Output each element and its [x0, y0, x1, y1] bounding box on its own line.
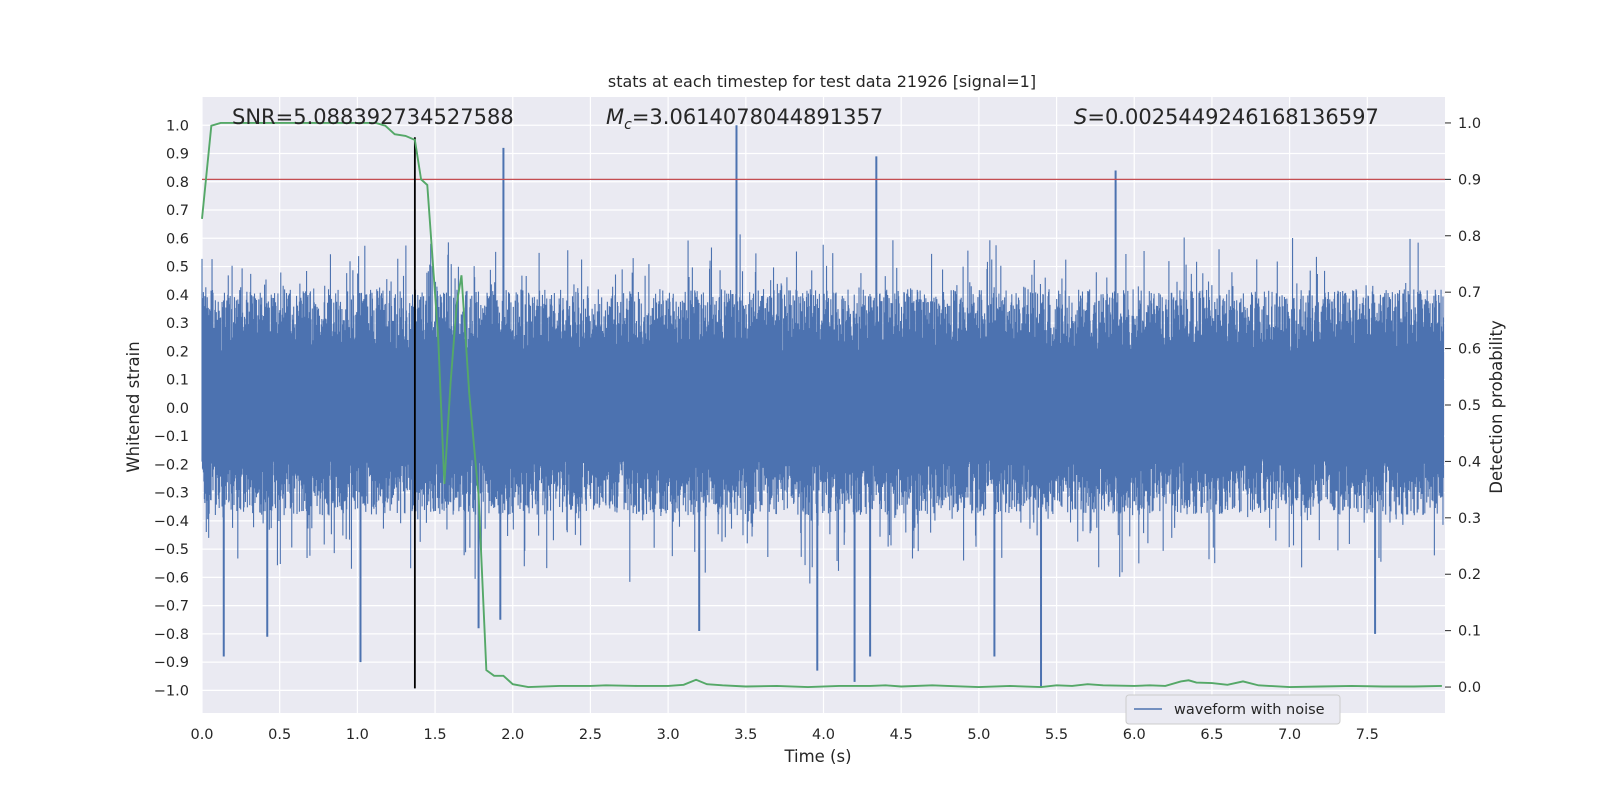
x-tick-label: 7.5 — [1356, 727, 1379, 743]
x-tick-label: 2.0 — [501, 727, 524, 743]
x-axis-ticks: 0.0 0.5 1.0 1.5 2.0 2.5 3.0 3.5 4.0 4.5 5.0 5.5 6.0 6… — [190, 727, 1378, 743]
x-axis-label: Time (s) — [783, 747, 851, 766]
y-left-tick-label: −0.8 — [154, 627, 189, 643]
y-left-tick-label: 0.6 — [166, 231, 189, 247]
y-left-tick-label: −1.0 — [154, 683, 189, 699]
x-tick-label: 3.0 — [657, 727, 680, 743]
y-left-tick-label: 0.8 — [166, 175, 189, 191]
y-left-tick-label: 0.9 — [166, 147, 189, 163]
y-right-tick-label: 0.9 — [1458, 172, 1481, 188]
x-tick-label: 1.5 — [424, 727, 447, 743]
x-tick-label: 7.0 — [1278, 727, 1301, 743]
y-left-tick-label: −0.7 — [154, 599, 189, 615]
y-left-tick-label: 0.4 — [166, 288, 189, 304]
waveform-line — [201, 234, 1444, 584]
probability-series — [201, 121, 1442, 689]
x-tick-label: 5.0 — [967, 727, 990, 743]
y-left-tick-label: 0.5 — [166, 260, 189, 276]
legend-box — [1125, 694, 1341, 725]
s-annotation: S=0.002544924616813659​7 — [1074, 105, 1379, 129]
chirp-mass-annotation: Mc=3.0614078044891357 — [606, 105, 883, 133]
y-right-tick-label: 1.0 — [1458, 116, 1481, 132]
y-left-tick-label: 0.3 — [166, 316, 189, 332]
chirp-mass-symbol: M — [606, 105, 624, 129]
y-left-tick-label: −0.9 — [154, 655, 189, 671]
y-left-tick-label: −0.3 — [154, 486, 189, 502]
x-tick-label: 5.5 — [1045, 727, 1068, 743]
y-left-tick-label: 0.2 — [166, 344, 189, 360]
y-right-tick-label: 0.5 — [1458, 398, 1481, 414]
y-right-tick-label: 0.7 — [1458, 285, 1481, 301]
y-left-axis-label: Whitened strain — [124, 341, 143, 472]
x-tick-label: 2.5 — [579, 727, 602, 743]
y-right-axis-ticks: 0.0 0.1 0.2 0.3 0.4 0.5 0.6 0.7 0.8 0.9 1.0 — [1445, 116, 1481, 696]
y-right-tick-label: 0.1 — [1458, 624, 1481, 640]
y-right-tick-label: 0.2 — [1458, 567, 1481, 583]
y-left-tick-label: 1.0 — [166, 118, 189, 134]
y-left-tick-label: 0.0 — [166, 401, 189, 417]
chirp-mass-value: =3.0614078044891357 — [632, 105, 883, 129]
y-left-tick-label: −0.1 — [154, 429, 189, 445]
s-value: =0.002544924616813659​7 — [1087, 105, 1379, 129]
y-left-tick-label: −0.6 — [154, 570, 189, 586]
y-left-tick-label: 0.7 — [166, 203, 189, 219]
y-right-tick-label: 0.3 — [1458, 511, 1481, 527]
y-right-tick-label: 0.4 — [1458, 454, 1481, 470]
x-tick-label: 3.5 — [734, 727, 757, 743]
y-right-tick-label: 0.6 — [1458, 342, 1481, 358]
y-right-tick-label: 0.8 — [1458, 229, 1481, 245]
x-tick-label: 6.0 — [1123, 727, 1146, 743]
legend: waveform with noise — [1125, 694, 1341, 725]
y-right-axis-label: Detection probability — [1487, 320, 1506, 494]
y-left-tick-label: −0.2 — [154, 457, 189, 473]
y-left-tick-label: 0.1 — [166, 373, 189, 389]
x-tick-label: 4.0 — [812, 727, 835, 743]
x-tick-label: 1.0 — [346, 727, 369, 743]
snr-annotation: SNR=5.088392734527588 — [232, 105, 514, 129]
y-left-tick-label: −0.5 — [154, 542, 189, 558]
y-left-tick-label: −0.4 — [154, 514, 189, 530]
chart-title: stats at each timestep for test data 219… — [608, 72, 1036, 91]
y-left-axis-ticks: −1.0 −0.9 −0.8 −0.7 −0.6 −0.5 −0.4 −0.3 −0.2 −0.1… — [154, 118, 189, 699]
chirp-mass-subscript: c — [624, 117, 632, 133]
x-tick-label: 0.5 — [268, 727, 291, 743]
y-right-tick-label: 0.0 — [1458, 680, 1481, 696]
legend-entry-waveform: waveform with noise — [1174, 702, 1325, 718]
s-symbol: S — [1074, 105, 1087, 129]
waveform-series — [201, 125, 1444, 688]
x-tick-label: 4.5 — [890, 727, 913, 743]
x-tick-label: 6.5 — [1200, 727, 1223, 743]
x-tick-label: 0.0 — [190, 727, 213, 743]
probability-line — [201, 121, 1442, 689]
